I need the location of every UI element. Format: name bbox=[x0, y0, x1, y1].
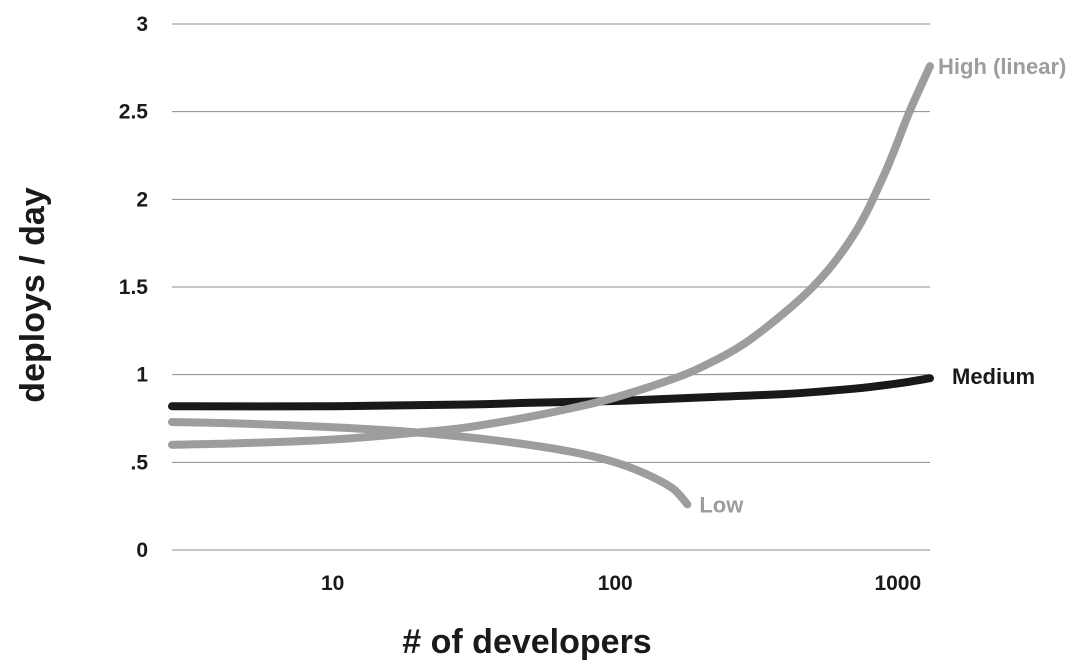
series-label-high-linear: High (linear) bbox=[938, 54, 1066, 79]
y-tick-label: .5 bbox=[130, 451, 148, 474]
series-lines bbox=[168, 62, 934, 509]
y-tick-label: 3 bbox=[136, 13, 148, 36]
y-tick-label: 1.5 bbox=[119, 276, 149, 299]
series-label-medium: Medium bbox=[952, 364, 1035, 389]
y-tick-label: 0 bbox=[136, 539, 148, 562]
y-tick-label: 1 bbox=[136, 364, 148, 387]
y-tick-label: 2 bbox=[136, 188, 148, 211]
x-tick-label: 100 bbox=[598, 572, 633, 595]
series-line-medium bbox=[168, 374, 934, 411]
x-axis-ticks: 10 100 1000 bbox=[321, 572, 921, 595]
series-line-high-linear bbox=[168, 62, 934, 449]
gridlines bbox=[172, 23, 930, 551]
y-tick-label: 2.5 bbox=[119, 101, 149, 124]
x-axis-title: # of developers bbox=[402, 623, 651, 661]
series-labels: High (linear) Medium Low bbox=[699, 54, 1066, 517]
x-tick-label: 10 bbox=[321, 572, 344, 595]
y-axis-title: deploys / day bbox=[14, 187, 52, 402]
y-axis-ticks: 0 .5 1 1.5 2 2.5 3 bbox=[119, 13, 149, 562]
series-label-low: Low bbox=[699, 492, 744, 517]
x-tick-label: 1000 bbox=[874, 572, 921, 595]
series-line-low bbox=[168, 418, 692, 509]
